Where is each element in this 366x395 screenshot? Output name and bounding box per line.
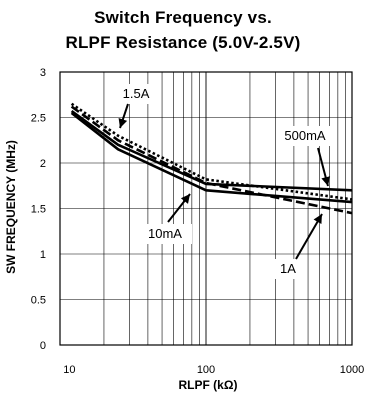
y-tick-label: 2.5 (31, 113, 46, 125)
tick-labels: 0 0.5 1 1.5 2 2.5 3 100 1000 10 (31, 67, 365, 376)
annotation-arrow-head (313, 214, 322, 224)
annotation-box (276, 126, 334, 146)
x-tick-label: 10 (63, 364, 75, 376)
annotation-box (114, 84, 158, 104)
y-tick-label: 0.5 (31, 295, 46, 307)
annotation-arrow-head (180, 194, 190, 204)
chart-title-line2: RLPF Resistance (5.0V-2.5V) (65, 33, 301, 52)
chart-title-line1: Switch Frequency vs. (94, 8, 272, 27)
series-line-500ma (70, 110, 353, 192)
y-tick-label: 2 (40, 158, 46, 170)
y-tick-label: 3 (40, 67, 46, 79)
annotation-label: 500mA (284, 128, 326, 143)
annotation-arrow-head (118, 118, 128, 128)
plot-frame (59, 71, 353, 346)
series-line-1.5a (70, 102, 353, 201)
x-tick-label: 100 (197, 364, 215, 376)
annotations: 1.5A 500mA 10mA 1A (114, 84, 334, 279)
annotation-arrow-head (321, 176, 331, 186)
x-axis-label: RLPF (kΩ) (179, 378, 238, 392)
annotation-label: 10mA (148, 226, 182, 241)
grid (60, 72, 352, 345)
series-line-10ma (70, 111, 353, 204)
y-tick-label: 0 (40, 340, 46, 352)
annotation-box (270, 259, 306, 279)
series-line-1a (70, 105, 353, 215)
data-series (70, 102, 353, 215)
y-tick-label: 1.5 (31, 204, 46, 216)
annotation-box (138, 224, 192, 244)
y-tick-label: 1 (40, 249, 46, 261)
annotation-label: 1A (280, 261, 296, 276)
y-axis-label: SW FREQUENCY (MHz) (4, 140, 18, 274)
x-tick-label: 1000 (340, 364, 364, 376)
annotation-label: 1.5A (123, 86, 150, 101)
